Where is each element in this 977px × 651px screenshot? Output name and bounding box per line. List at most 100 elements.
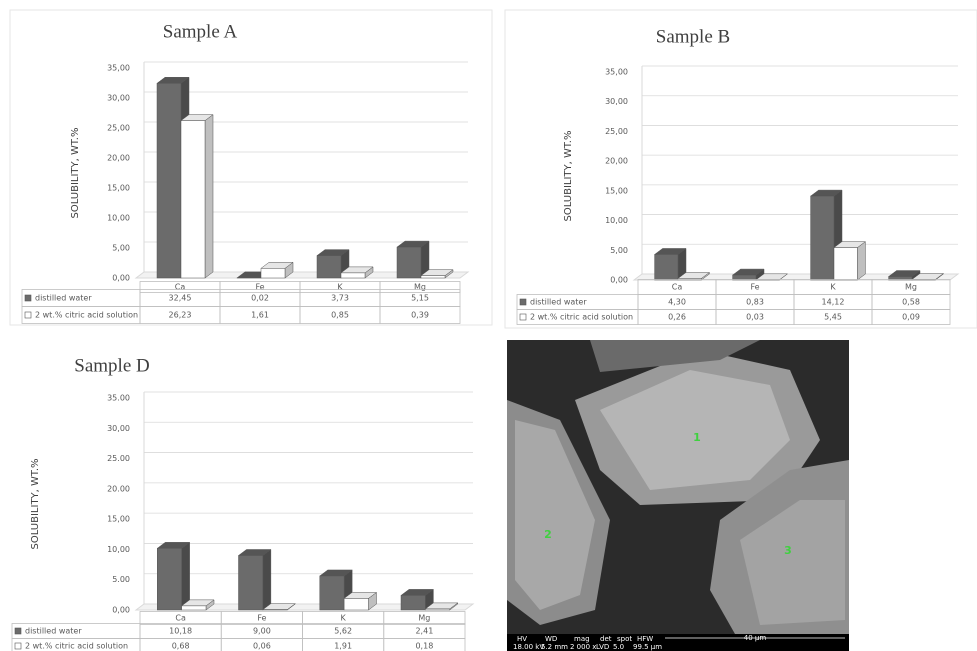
bar [421, 276, 445, 278]
bar [397, 247, 421, 278]
bar [341, 273, 365, 278]
chart-title: Sample D [74, 355, 149, 376]
y-tick-label: 25.00 [107, 454, 130, 463]
y-tick-label: 25,00 [107, 124, 130, 133]
x-tick-label: K [830, 283, 836, 292]
y-tick-label: 20.00 [107, 484, 130, 493]
sem-info-header: det [600, 635, 612, 643]
x-tick-label: Fe [750, 283, 759, 292]
y-tick-label: 15,00 [107, 184, 130, 193]
x-tick-label: Fe [255, 283, 264, 292]
bar [317, 256, 341, 278]
y-tick-label: 35,00 [605, 68, 628, 77]
chart-title: Sample B [656, 26, 730, 47]
legend-swatch [15, 628, 21, 634]
x-tick-label: Mg [418, 614, 430, 623]
sem-info-header: WD [545, 635, 557, 643]
legend-label: 2 wt.% citric acid solution [35, 311, 138, 320]
bar [655, 254, 678, 280]
y-tick-label: 25,00 [605, 127, 628, 136]
chart-title: Sample A [163, 21, 238, 42]
bar-side [182, 542, 190, 610]
legend-swatch [520, 299, 526, 305]
bar [182, 606, 206, 610]
sem-info-header: HV [517, 635, 527, 643]
data-label: 0,18 [415, 642, 433, 651]
y-tick-label: 35,00 [107, 64, 130, 73]
legend-swatch [25, 312, 31, 318]
data-label: 4,30 [668, 298, 686, 307]
data-label: 14,12 [822, 298, 845, 307]
y-tick-label: 5,00 [610, 246, 628, 255]
y-tick-label: 20,00 [107, 154, 130, 163]
data-label: 0,58 [902, 298, 920, 307]
y-tick-label: 0,00 [610, 276, 628, 285]
legend-label: distilled water [530, 298, 587, 307]
data-label: 5,15 [411, 294, 429, 303]
data-label: 0,39 [411, 311, 429, 320]
sem-marker: 2 [544, 528, 552, 541]
y-axis-label: SOLUBILITY, WT.% [70, 127, 81, 218]
legend-label: distilled water [35, 294, 92, 303]
bar [261, 268, 285, 278]
data-label: 2,41 [415, 627, 433, 636]
data-label: 10,18 [169, 627, 192, 636]
x-tick-label: K [341, 614, 347, 623]
x-tick-label: Fe [257, 614, 266, 623]
y-axis-label: SOLUBILITY, WT.% [563, 130, 574, 221]
data-label: 0,83 [746, 298, 764, 307]
x-tick-label: Ca [175, 283, 186, 292]
y-tick-label: 10,00 [107, 214, 130, 223]
y-axis-label: SOLUBILITY, WT.% [30, 458, 41, 549]
bar [181, 121, 205, 278]
bar [834, 248, 857, 280]
data-label: 1,61 [251, 311, 269, 320]
data-label: 0,02 [251, 294, 269, 303]
y-tick-label: 30,00 [605, 97, 628, 106]
bar-side [263, 549, 271, 610]
x-tick-label: K [337, 283, 343, 292]
bar [344, 598, 368, 610]
bar-side [857, 242, 865, 280]
chart: Sample B SOLUBILITY, WT.% 0,00 5,00 10,00 15,… [505, 10, 977, 328]
sem-info-value: 5.0 [613, 643, 624, 651]
legend-label: 2 wt.% citric acid solution [530, 313, 633, 322]
y-tick-label: 15,00 [605, 186, 628, 195]
y-tick-label: 0,00 [112, 274, 130, 283]
y-tick-label: 20,00 [605, 157, 628, 166]
data-label: 0,06 [253, 642, 271, 651]
data-label: 5,62 [334, 627, 352, 636]
sem-info-value: 99.5 µm [633, 643, 662, 651]
y-tick-label: 10,00 [605, 216, 628, 225]
figure: 123HV18.00 kVWD5.2 mmmag2 000 xdetLVDspo… [0, 0, 977, 651]
data-label: 0,03 [746, 313, 764, 322]
bar [157, 83, 181, 278]
scale-bar-label: 40 µm [744, 634, 767, 642]
x-tick-label: Mg [414, 283, 426, 292]
x-tick-label: Ca [175, 614, 186, 623]
data-label: 0,68 [172, 642, 190, 651]
legend-swatch [520, 314, 526, 320]
y-tick-label: 0,00 [112, 606, 130, 615]
bar [239, 555, 263, 610]
sem-info-value: LVD [596, 643, 609, 651]
x-tick-label: Ca [672, 283, 683, 292]
data-label: 9,00 [253, 627, 271, 636]
data-label: 5,45 [824, 313, 842, 322]
bar [157, 548, 181, 610]
legend-label: distilled water [25, 627, 82, 636]
chart: Sample ASOLUBILITY, WT.%0,005,0010,0015,… [10, 10, 492, 325]
bar-side [205, 115, 213, 278]
y-tick-label: 5.00 [112, 575, 130, 584]
data-label: 32,45 [169, 294, 192, 303]
x-tick-label: Mg [905, 283, 917, 292]
sem-info-header: HFW [637, 635, 653, 643]
legend-swatch [25, 295, 31, 301]
bar [401, 595, 425, 610]
y-tick-label: 30,00 [107, 424, 130, 433]
legend-swatch [15, 643, 21, 649]
data-label: 1,91 [334, 642, 352, 651]
sem-info-header: spot [617, 635, 632, 643]
data-label: 26,23 [169, 311, 192, 320]
data-label: 0,09 [902, 313, 920, 322]
